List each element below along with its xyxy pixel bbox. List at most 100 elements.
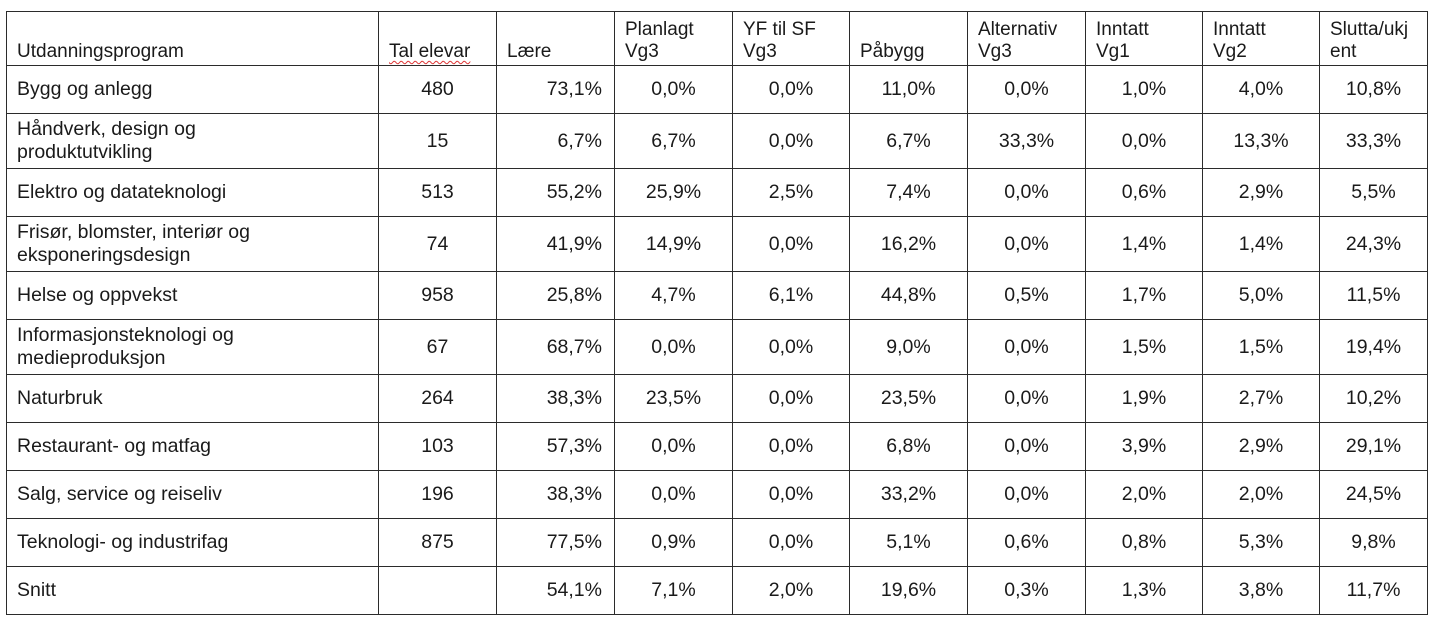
table-row: Salg, service og reiseliv 196 38,3% 0,0% 0,0… <box>6 470 1428 519</box>
value-cell: 1,4% <box>1085 216 1203 272</box>
program-cell: Frisør, blomster, interiør og eksponerin… <box>6 216 379 272</box>
table-row: Helse og oppvekst 958 25,8% 4,7% 6,1% 44,8% 0,… <box>6 271 1428 320</box>
program-cell: Bygg og anlegg <box>6 65 379 114</box>
table-row: Restaurant- og matfag 103 57,3% 0,0% 0,0% 6,8… <box>6 422 1428 471</box>
value-cell: 6,7% <box>614 113 733 169</box>
header-row: Utdanningsprogram Tal elevar Lære Planla… <box>6 11 1428 66</box>
value-cell: 6,7% <box>849 113 968 169</box>
value-cell: 0,0% <box>967 216 1086 272</box>
table-body: Bygg og anlegg 480 73,1% 0,0% 0,0% 11,0% 0,0% 1… <box>6 65 1428 615</box>
value-cell: 1,5% <box>1085 319 1203 375</box>
header-cell: Inntatt Vg1 <box>1085 11 1203 66</box>
value-cell: 77,5% <box>496 518 615 567</box>
program-cell: Teknologi- og industrifag <box>6 518 379 567</box>
value-cell: 2,9% <box>1202 168 1320 217</box>
value-cell: 33,3% <box>967 113 1086 169</box>
value-cell: 0,0% <box>967 422 1086 471</box>
value-cell: 0,0% <box>967 470 1086 519</box>
value-cell: 0,0% <box>967 319 1086 375</box>
value-cell: 23,5% <box>849 374 968 423</box>
value-cell: 7,1% <box>614 566 733 615</box>
students-cell: 958 <box>378 271 497 320</box>
value-cell: 2,0% <box>1202 470 1320 519</box>
value-cell: 68,7% <box>496 319 615 375</box>
value-cell: 24,5% <box>1319 470 1428 519</box>
program-cell: Håndverk, design og produktutvikling <box>6 113 379 169</box>
value-cell: 0,0% <box>614 319 733 375</box>
students-cell: 264 <box>378 374 497 423</box>
value-cell: 14,9% <box>614 216 733 272</box>
students-cell: 67 <box>378 319 497 375</box>
value-cell: 24,3% <box>1319 216 1428 272</box>
header-cell: Lære <box>496 11 615 66</box>
value-cell: 6,1% <box>732 271 850 320</box>
value-cell: 7,4% <box>849 168 968 217</box>
value-cell: 19,4% <box>1319 319 1428 375</box>
value-cell: 5,3% <box>1202 518 1320 567</box>
value-cell: 33,3% <box>1319 113 1428 169</box>
value-cell: 0,0% <box>967 168 1086 217</box>
value-cell: 44,8% <box>849 271 968 320</box>
value-cell: 10,8% <box>1319 65 1428 114</box>
students-cell: 196 <box>378 470 497 519</box>
value-cell: 73,1% <box>496 65 615 114</box>
table-row: Frisør, blomster, interiør og eksponerin… <box>6 216 1428 272</box>
program-cell: Helse og oppvekst <box>6 271 379 320</box>
students-cell: 875 <box>378 518 497 567</box>
students-cell: 103 <box>378 422 497 471</box>
header-text: Tal elevar <box>389 41 471 62</box>
value-cell: 3,8% <box>1202 566 1320 615</box>
value-cell: 1,5% <box>1202 319 1320 375</box>
value-cell: 0,0% <box>967 65 1086 114</box>
value-cell: 4,0% <box>1202 65 1320 114</box>
value-cell: 57,3% <box>496 422 615 471</box>
table-row: Håndverk, design og produktutvikling 15 6,… <box>6 113 1428 169</box>
value-cell: 0,0% <box>732 470 850 519</box>
value-cell: 0,0% <box>967 374 1086 423</box>
value-cell: 33,2% <box>849 470 968 519</box>
table-row: Snitt 54,1% 7,1% 2,0% 19,6% 0,3% 1,3% 3,8% 11,7% <box>6 566 1428 615</box>
value-cell: 2,9% <box>1202 422 1320 471</box>
program-cell: Restaurant- og matfag <box>6 422 379 471</box>
value-cell: 0,0% <box>614 470 733 519</box>
students-cell: 74 <box>378 216 497 272</box>
value-cell: 19,6% <box>849 566 968 615</box>
value-cell: 0,0% <box>1085 113 1203 169</box>
value-cell: 0,5% <box>967 271 1086 320</box>
header-cell: Tal elevar <box>378 11 497 66</box>
value-cell: 23,5% <box>614 374 733 423</box>
table-row: Bygg og anlegg 480 73,1% 0,0% 0,0% 11,0% 0,0% 1… <box>6 65 1428 114</box>
value-cell: 10,2% <box>1319 374 1428 423</box>
students-cell: 513 <box>378 168 497 217</box>
program-cell: Informasjonsteknologi og medieproduksjon <box>6 319 379 375</box>
value-cell: 11,0% <box>849 65 968 114</box>
data-table: Utdanningsprogram Tal elevar Lære Planla… <box>6 11 1428 615</box>
value-cell: 13,3% <box>1202 113 1320 169</box>
value-cell: 0,0% <box>732 374 850 423</box>
table-row: Teknologi- og industrifag 875 77,5% 0,9% 0,0… <box>6 518 1428 567</box>
value-cell: 4,7% <box>614 271 733 320</box>
program-cell: Elektro og datateknologi <box>6 168 379 217</box>
value-cell: 0,0% <box>732 113 850 169</box>
value-cell: 9,8% <box>1319 518 1428 567</box>
value-cell: 2,0% <box>1085 470 1203 519</box>
header-cell: Alternativ Vg3 <box>967 11 1086 66</box>
value-cell: 0,0% <box>732 319 850 375</box>
header-cell: Slutta/ukj ent <box>1319 11 1428 66</box>
table-row: Elektro og datateknologi 513 55,2% 25,9% 2,5… <box>6 168 1428 217</box>
value-cell: 11,7% <box>1319 566 1428 615</box>
value-cell: 1,4% <box>1202 216 1320 272</box>
value-cell: 6,7% <box>496 113 615 169</box>
value-cell: 0,6% <box>967 518 1086 567</box>
value-cell: 0,0% <box>732 422 850 471</box>
value-cell: 6,8% <box>849 422 968 471</box>
table-row: Informasjonsteknologi og medieproduksjon… <box>6 319 1428 375</box>
header-cell: Inntatt Vg2 <box>1202 11 1320 66</box>
value-cell: 38,3% <box>496 470 615 519</box>
value-cell: 55,2% <box>496 168 615 217</box>
value-cell: 5,1% <box>849 518 968 567</box>
value-cell: 1,9% <box>1085 374 1203 423</box>
value-cell: 2,0% <box>732 566 850 615</box>
program-cell: Salg, service og reiseliv <box>6 470 379 519</box>
value-cell: 1,7% <box>1085 271 1203 320</box>
